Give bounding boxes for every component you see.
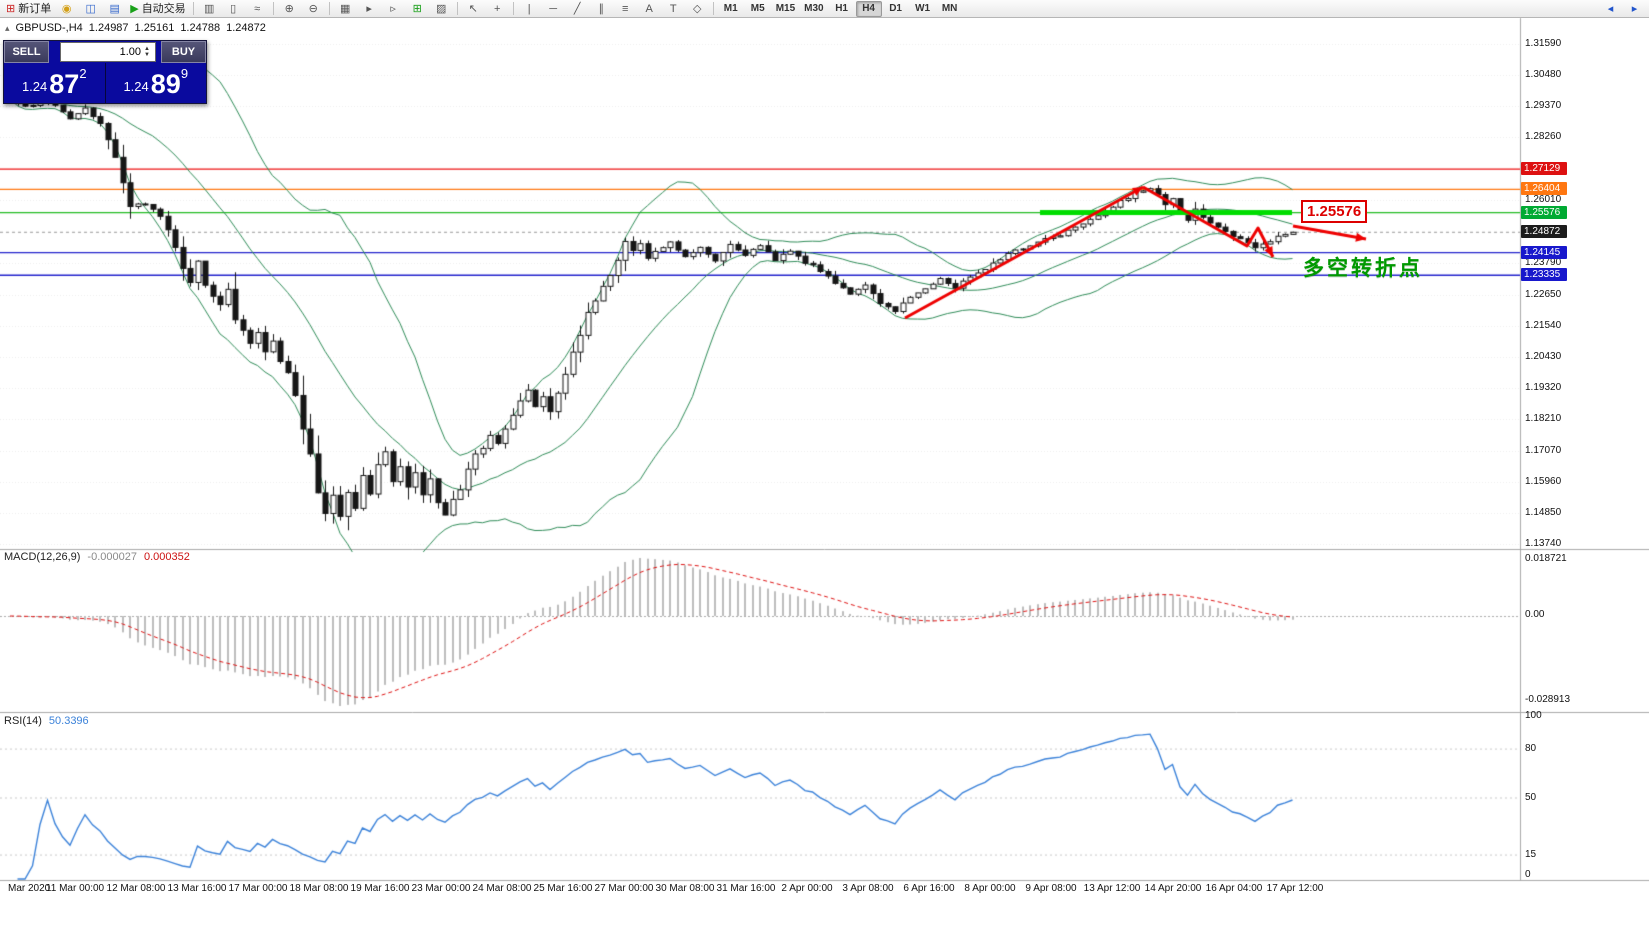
navigator-button[interactable]: ▤ — [103, 0, 126, 17]
arrows-tool-button[interactable]: ◇ — [686, 0, 709, 17]
toolbar-separator — [328, 2, 330, 15]
channel-tool-button[interactable]: ∥ — [590, 0, 613, 17]
auto-scroll-button-icon: ▸ — [366, 2, 372, 15]
crosshair-button[interactable]: + — [486, 0, 509, 17]
market-watch-button-icon: ◉ — [61, 2, 72, 15]
buy-button[interactable]: BUY — [161, 41, 206, 63]
candlestick-chart-button-icon: ▯ — [230, 2, 237, 15]
crosshair-button-icon: + — [493, 2, 501, 15]
tile-windows-button-icon: ▦ — [339, 2, 351, 15]
new-order-button[interactable]: ⊞ 新订单 — [3, 0, 54, 17]
sell-price-point: 2 — [79, 66, 87, 81]
autotrading-button-icon: ▶ — [130, 2, 139, 15]
indicators-button-icon: ⊞ — [412, 2, 422, 15]
channel-tool-button-icon: ∥ — [598, 2, 604, 15]
indicators-button[interactable]: ⊞ — [406, 0, 429, 17]
zoom-in-button-icon: ⊕ — [284, 2, 294, 15]
volume-up-button[interactable]: ▲ — [144, 46, 150, 52]
volume-field-wrap: ▲ ▼ — [49, 41, 161, 63]
tile-windows-button[interactable]: ▦ — [334, 0, 357, 17]
auto-scroll-button[interactable]: ▸ — [358, 0, 381, 17]
trendline-tool-button[interactable]: ╱ — [566, 0, 589, 17]
timeframe-h1-button[interactable]: H1 — [835, 3, 848, 14]
volume-input[interactable] — [60, 42, 157, 62]
sell-price-pips: 87 — [49, 69, 80, 99]
hline-tool-button-icon: ─ — [549, 2, 558, 15]
fibonacci-tool-button[interactable]: ≡ — [614, 0, 637, 17]
chart-shift-button[interactable]: ▹ — [382, 0, 405, 17]
volume-down-button[interactable]: ▼ — [144, 52, 150, 58]
market-watch-button[interactable]: ◉ — [55, 0, 78, 17]
new-order-button-icon: ⊞ — [6, 2, 16, 15]
chart-back-button[interactable]: ◂ — [1607, 2, 1614, 15]
bar-chart-button-icon: ▥ — [203, 2, 215, 15]
timeframe-m5-button[interactable]: M5 — [750, 3, 765, 14]
chart-shift-button-icon: ▹ — [390, 2, 396, 15]
vline-tool-button-icon: | — [527, 2, 531, 15]
zoom-out-button-icon: ⊖ — [308, 2, 318, 15]
buy-price-prefix: 1.24 — [123, 79, 149, 94]
sell-button[interactable]: SELL — [4, 41, 49, 63]
toolbar-separator — [272, 2, 274, 15]
sell-price-prefix: 1.24 — [21, 79, 48, 94]
one-click-trade-panel: SELL ▲ ▼ BUY 1.24 87 2 1.24 89 9 — [3, 40, 207, 104]
vline-tool-button[interactable]: | — [518, 0, 541, 17]
toolbar: ⊞ 新订单 ◉ ◫ ▤ ▶ 自动交易 ▥ ▯ ≈ ⊕ ⊖ ▦ ▸ ▹ ⊞ ▨ ↖ + | ─ ╱ ∥ ≡ A T ◇ M1 M5 M15 M… — [0, 0, 1649, 18]
turning-point-text[interactable]: 多空转折点 — [1303, 257, 1423, 280]
line-chart-button-icon: ≈ — [254, 2, 261, 15]
data-window-button[interactable]: ◫ — [79, 0, 102, 17]
toolbar-separator — [512, 2, 514, 15]
text-tool-button[interactable]: A — [638, 0, 661, 17]
cursor-button[interactable]: ↖ — [462, 0, 485, 17]
arrows-tool-button-icon: ◇ — [692, 2, 702, 15]
zoom-out-button[interactable]: ⊖ — [302, 0, 325, 17]
timeframe-mn-button[interactable]: MN — [941, 3, 958, 14]
timeframe-d1-button[interactable]: D1 — [889, 3, 902, 14]
timeframe-m1-button[interactable]: M1 — [723, 3, 738, 14]
cursor-button-icon: ↖ — [468, 2, 478, 15]
buy-price: 1.24 89 9 — [106, 63, 207, 103]
buy-price-point: 9 — [180, 66, 189, 81]
navigator-button-icon: ▤ — [109, 2, 120, 15]
label-tool-button[interactable]: T — [662, 0, 685, 17]
label-tool-button-icon: T — [669, 2, 677, 15]
timeframe-h4-button[interactable]: H4 — [855, 0, 882, 17]
templates-button-icon: ▨ — [435, 2, 447, 15]
level-callout-1-25576[interactable]: 1.25576 — [1301, 200, 1368, 223]
zoom-in-button[interactable]: ⊕ — [278, 0, 301, 17]
timeframe-m30-button[interactable]: M30 — [804, 3, 824, 14]
toolbar-separator — [456, 2, 458, 15]
hline-tool-button[interactable]: ─ — [542, 0, 565, 17]
new-order-button-label: 新订单 — [18, 2, 52, 15]
toolbar-separator — [192, 2, 194, 15]
autotrading-button[interactable]: ▶ 自动交易 — [127, 0, 188, 17]
timeframe-m15-button[interactable]: M15 — [775, 3, 796, 14]
chart-forward-button[interactable]: ▸ — [1631, 2, 1638, 15]
trendline-tool-button-icon: ╱ — [573, 2, 581, 15]
text-tool-button-icon: A — [645, 2, 653, 15]
buy-price-pips: 89 — [150, 69, 181, 99]
toolbar-separator — [712, 2, 714, 15]
autotrading-button-label: 自动交易 — [141, 2, 186, 15]
sell-price: 1.24 87 2 — [4, 63, 105, 103]
fibonacci-tool-button-icon: ≡ — [621, 2, 629, 15]
templates-button[interactable]: ▨ — [430, 0, 453, 17]
data-window-button-icon: ◫ — [85, 2, 96, 15]
line-chart-button[interactable]: ≈ — [246, 0, 269, 17]
candlestick-chart-button[interactable]: ▯ — [222, 0, 245, 17]
bar-chart-button[interactable]: ▥ — [198, 0, 221, 17]
timeframe-w1-button[interactable]: W1 — [915, 3, 931, 14]
